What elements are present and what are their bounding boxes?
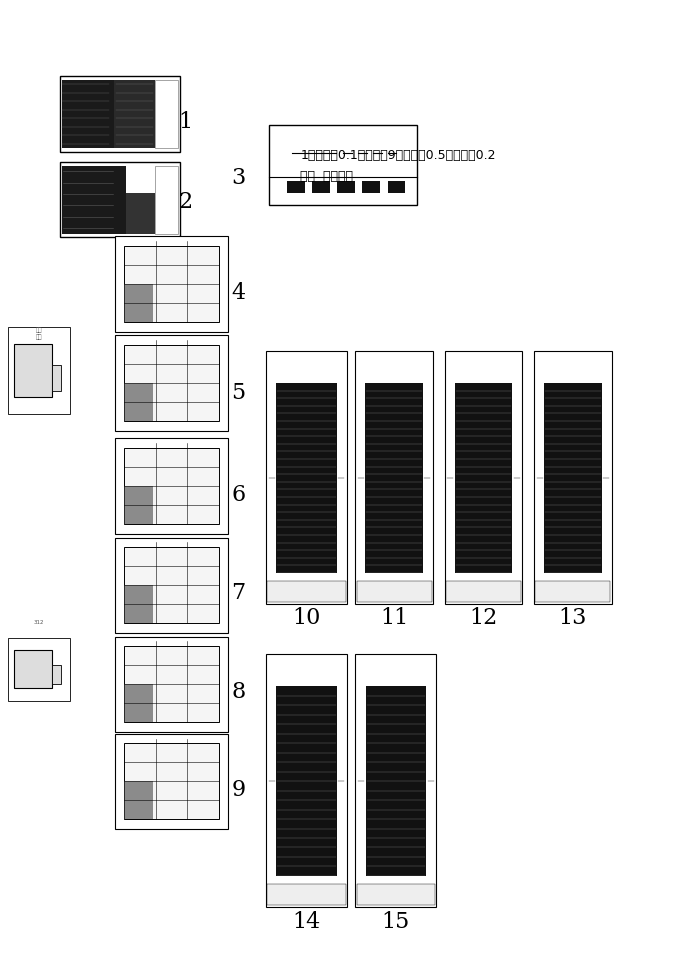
Bar [267,884,346,905]
Bar [124,246,219,321]
Bar [124,585,152,623]
Text: 12: 12 [469,607,497,629]
Bar [357,884,435,905]
Bar [124,345,219,421]
Bar [357,581,431,602]
Bar [115,335,228,431]
Text: 11: 11 [380,607,408,629]
Bar [14,651,52,688]
Bar [124,647,219,722]
Bar [455,383,513,573]
Bar [52,365,61,392]
Bar [355,351,433,604]
Bar [535,581,610,602]
Text: 9: 9 [231,779,246,801]
Text: 5: 5 [231,382,246,404]
Bar [444,351,522,604]
Bar [362,181,380,193]
Text: 用地
红线: 用地 红线 [36,327,43,340]
Bar [534,351,611,604]
Bar [155,80,178,148]
Text: 6: 6 [231,484,246,506]
Bar [124,448,219,524]
Text: 2: 2 [179,192,193,213]
Bar [115,637,228,731]
Text: 1号轴线打0.1，墙线（9号线）打0.5，其余打0.2
厨卫  图层打灰: 1号轴线打0.1，墙线（9号线）打0.5，其余打0.2 厨卫 图层打灰 [300,149,496,183]
Bar [287,181,305,193]
Bar [60,76,180,152]
Bar [446,581,521,602]
Bar [115,237,228,331]
Bar [8,638,70,700]
Bar [276,686,337,876]
Bar [366,686,426,876]
Bar [14,344,52,396]
Text: 3: 3 [231,168,246,189]
Bar [355,655,436,907]
Bar [365,383,423,573]
Text: 312: 312 [34,620,44,625]
Bar [124,547,219,623]
Bar [124,743,219,819]
Bar [276,383,337,573]
Bar [124,486,152,524]
Bar [544,383,602,573]
Text: 10: 10 [293,607,321,629]
Bar [124,781,152,819]
Bar [115,538,228,633]
Bar [269,125,417,206]
Bar [114,80,155,148]
Bar [266,351,347,604]
Text: 4: 4 [231,281,246,304]
Bar [124,284,152,321]
Text: 1: 1 [179,111,193,132]
Bar [62,166,126,234]
Bar [62,80,114,148]
Bar [155,166,178,234]
Text: 14: 14 [293,911,321,933]
Bar [115,438,228,534]
Text: 15: 15 [382,911,410,933]
Bar [52,665,61,685]
Bar [115,733,228,829]
Bar [266,655,347,907]
Bar [60,162,180,238]
Bar [124,383,152,421]
Bar [8,326,70,414]
Text: 13: 13 [559,607,587,629]
Bar [124,684,152,722]
Text: 8: 8 [231,681,246,703]
Bar [388,181,405,193]
Bar [126,193,155,234]
Text: 7: 7 [231,581,246,604]
Bar [337,181,355,193]
Bar [267,581,346,602]
Bar [313,181,330,193]
